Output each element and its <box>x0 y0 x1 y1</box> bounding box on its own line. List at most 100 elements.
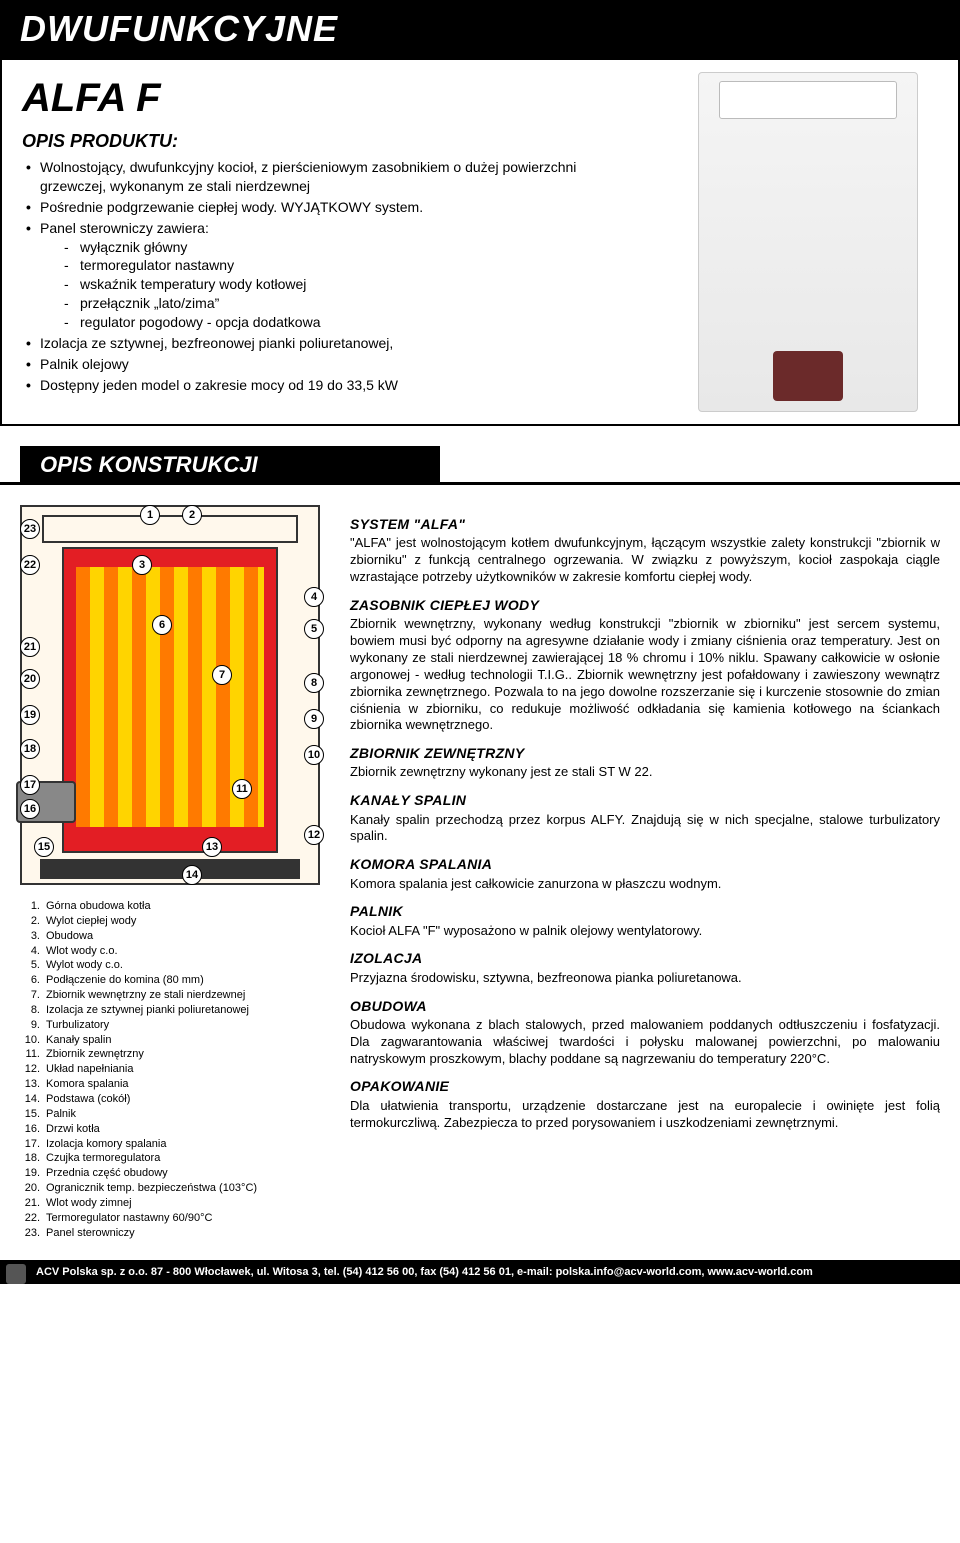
section-heading: IZOLACJA <box>350 949 940 967</box>
legend-text: Kanały spalin <box>46 1033 340 1048</box>
footer: ACV Polska sp. z o.o. 87 - 800 Włocławek… <box>0 1260 960 1284</box>
section-paragraph: Kocioł ALFA "F" wyposażono w palnik olej… <box>350 923 940 940</box>
legend-num: 16. <box>20 1122 46 1137</box>
legend-text: Przednia część obudowy <box>46 1166 340 1181</box>
footer-text: ACV Polska sp. z o.o. 87 - 800 Włocławek… <box>36 1266 813 1278</box>
legend-num: 9. <box>20 1018 46 1033</box>
section-paragraph: Komora spalania jest całkowicie zanurzon… <box>350 876 940 893</box>
legend-num: 21. <box>20 1196 46 1211</box>
callout-9: 9 <box>304 709 324 729</box>
bullet-item: Dostępny jeden model o zakresie mocy od … <box>22 376 638 395</box>
legend-row: 22.Termoregulator nastawny 60/90°C <box>20 1211 340 1226</box>
legend-row: 16.Drzwi kotła <box>20 1122 340 1137</box>
legend-num: 13. <box>20 1077 46 1092</box>
legend-text: Ogranicznik temp. bezpieczeństwa (103°C) <box>46 1181 340 1196</box>
legend-text: Komora spalania <box>46 1077 340 1092</box>
callout-17: 17 <box>20 775 40 795</box>
section-paragraph: Przyjazna środowisku, sztywna, bezfreono… <box>350 970 940 987</box>
legend-text: Palnik <box>46 1107 340 1122</box>
callout-2: 2 <box>182 505 202 525</box>
callout-11: 11 <box>232 779 252 799</box>
legend-num: 11. <box>20 1047 46 1062</box>
section-heading: KANAŁY SPALIN <box>350 791 940 809</box>
legend-num: 10. <box>20 1033 46 1048</box>
construction-section: 1223223465217208199181017111612151314 1.… <box>0 485 960 1260</box>
legend-text: Turbulizatory <box>46 1018 340 1033</box>
boiler-image <box>698 72 918 412</box>
callout-10: 10 <box>304 745 324 765</box>
legend-num: 23. <box>20 1226 46 1241</box>
legend-row: 17.Izolacja komory spalania <box>20 1137 340 1152</box>
bullet-item: Wolnostojący, dwufunkcyjny kocioł, z pie… <box>22 158 638 196</box>
cutaway-diagram: 1223223465217208199181017111612151314 <box>20 505 320 885</box>
hero-section: ALFA F OPIS PRODUKTU: Wolnostojący, dwuf… <box>0 58 960 426</box>
legend-row: 9.Turbulizatory <box>20 1018 340 1033</box>
legend-num: 15. <box>20 1107 46 1122</box>
section-heading: PALNIK <box>350 902 940 920</box>
legend-row: 13.Komora spalania <box>20 1077 340 1092</box>
section-paragraph: Obudowa wykonana z blach stalowych, prze… <box>350 1017 940 1068</box>
callout-6: 6 <box>152 615 172 635</box>
callout-23: 23 <box>20 519 40 539</box>
legend-text: Izolacja ze sztywnej pianki poliuretanow… <box>46 1003 340 1018</box>
diag-base <box>40 859 300 879</box>
callout-8: 8 <box>304 673 324 693</box>
legend-list: 1.Górna obudowa kotła2.Wylot ciepłej wod… <box>20 899 340 1240</box>
legend-row: 1.Górna obudowa kotła <box>20 899 340 914</box>
legend-row: 6.Podłączenie do komina (80 mm) <box>20 973 340 988</box>
legend-text: Wlot wody c.o. <box>46 944 340 959</box>
legend-num: 2. <box>20 914 46 929</box>
legend-num: 14. <box>20 1092 46 1107</box>
legend-row: 20.Ogranicznik temp. bezpieczeństwa (103… <box>20 1181 340 1196</box>
sub-item: przełącznik „lato/zima” <box>64 294 638 313</box>
callout-15: 15 <box>34 837 54 857</box>
legend-text: Podstawa (cokół) <box>46 1092 340 1107</box>
section-paragraph: Zbiornik wewnętrzny, wykonany według kon… <box>350 616 940 734</box>
sub-item: wskaźnik temperatury wody kotłowej <box>64 275 638 294</box>
callout-12: 12 <box>304 825 324 845</box>
legend-row: 4.Wlot wody c.o. <box>20 944 340 959</box>
section-heading: KOMORA SPALANIA <box>350 855 940 873</box>
section-heading: ZBIORNIK ZEWNĘTRZNY <box>350 744 940 762</box>
bullet-text: Panel sterowniczy zawiera: <box>40 220 209 236</box>
legend-text: Drzwi kotła <box>46 1122 340 1137</box>
section-heading: SYSTEM "ALFA" <box>350 515 940 533</box>
callout-13: 13 <box>202 837 222 857</box>
diag-body <box>62 547 278 853</box>
opis-heading: OPIS PRODUKTU: <box>22 131 638 152</box>
legend-row: 3.Obudowa <box>20 929 340 944</box>
callout-22: 22 <box>20 555 40 575</box>
section-paragraph: Dla ułatwienia transportu, urządzenie do… <box>350 1098 940 1132</box>
callout-18: 18 <box>20 739 40 759</box>
legend-num: 20. <box>20 1181 46 1196</box>
legend-row: 5.Wylot wody c.o. <box>20 958 340 973</box>
right-column: SYSTEM "ALFA" "ALFA" jest wolnostojącym k… <box>350 505 940 1240</box>
callout-5: 5 <box>304 619 324 639</box>
legend-row: 10.Kanały spalin <box>20 1033 340 1048</box>
legend-text: Izolacja komory spalania <box>46 1137 340 1152</box>
legend-text: Termoregulator nastawny 60/90°C <box>46 1211 340 1226</box>
legend-row: 18.Czujka termoregulatora <box>20 1151 340 1166</box>
footer-logo-icon <box>6 1264 26 1284</box>
section-heading: ZASOBNIK CIEPŁEJ WODY <box>350 596 940 614</box>
page: DWUFUNKCYJNE ALFA F OPIS PRODUKTU: Wolno… <box>0 0 960 1284</box>
top-banner: DWUFUNKCYJNE <box>0 0 960 58</box>
legend-num: 5. <box>20 958 46 973</box>
legend-row: 8.Izolacja ze sztywnej pianki poliuretan… <box>20 1003 340 1018</box>
legend-row: 14.Podstawa (cokół) <box>20 1092 340 1107</box>
callout-20: 20 <box>20 669 40 689</box>
construction-banner: OPIS KONSTRUKCJI <box>20 446 440 484</box>
legend-text: Zbiornik wewnętrzny ze stali nierdzewnej <box>46 988 340 1003</box>
hero-left: ALFA F OPIS PRODUKTU: Wolnostojący, dwuf… <box>2 60 658 424</box>
bullet-item: Palnik olejowy <box>22 355 638 374</box>
legend-num: 1. <box>20 899 46 914</box>
legend-num: 3. <box>20 929 46 944</box>
legend-text: Czujka termoregulatora <box>46 1151 340 1166</box>
legend-text: Obudowa <box>46 929 340 944</box>
section-paragraph: "ALFA" jest wolnostojącym kotłem dwufunk… <box>350 535 940 586</box>
legend-num: 18. <box>20 1151 46 1166</box>
sub-item: termoregulator nastawny <box>64 256 638 275</box>
legend-text: Wylot wody c.o. <box>46 958 340 973</box>
left-column: 1223223465217208199181017111612151314 1.… <box>20 505 340 1240</box>
section-paragraph: Zbiornik zewnętrzny wykonany jest ze sta… <box>350 764 940 781</box>
